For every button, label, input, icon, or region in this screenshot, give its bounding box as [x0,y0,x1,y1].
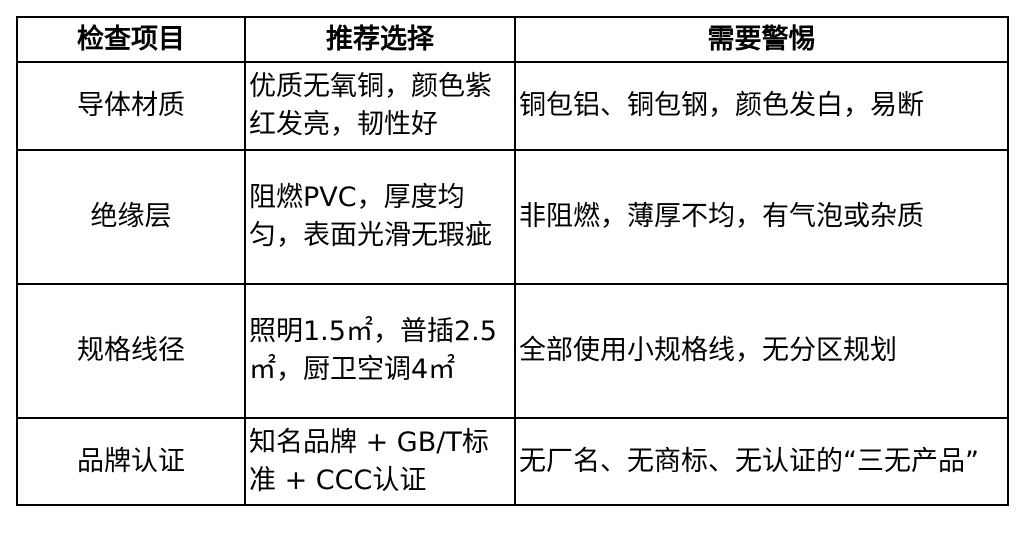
table-cell: 绝缘层 [16,149,246,285]
table-cell: 无厂名、无商标、无认证的“三无产品” [514,417,1009,506]
table-cell: 全部使用小规格线，无分区规划 [514,283,1009,419]
table-row: 品牌认证 知名品牌 + GB/T标准 + CCC认证 无厂名、无商标、无认证的“三无… [16,417,1009,506]
table-row: 规格线径 照明1.5㎡，普插2.5㎡，厨卫空调4㎡ 全部使用小规格线，无分区规划 [16,283,1009,419]
table-cell: 照明1.5㎡，普插2.5㎡，厨卫空调4㎡ [244,283,516,419]
comparison-table: 检查项目 推荐选择 需要警惕 导体材质 优质无氧铜，颜色紫红发亮，韧性好 铜包铝、铜… [16,16,1009,506]
table-cell: 非阻燃，薄厚不均，有气泡或杂质 [514,149,1009,285]
table-cell: 阻燃PVC，厚度均匀，表面光滑无瑕疵 [244,149,516,285]
header-cell: 检查项目 [16,16,246,63]
table-cell: 品牌认证 [16,417,246,506]
header-cell: 需要警惕 [514,16,1009,63]
table-header: 检查项目 推荐选择 需要警惕 [16,16,1009,63]
table-row: 绝缘层 阻燃PVC，厚度均匀，表面光滑无瑕疵 非阻燃，薄厚不均，有气泡或杂质 [16,149,1009,285]
table-cell: 优质无氧铜，颜色紫红发亮，韧性好 [244,61,516,151]
header-cell: 推荐选择 [244,16,516,63]
table-cell: 知名品牌 + GB/T标准 + CCC认证 [244,417,516,506]
header-row: 检查项目 推荐选择 需要警惕 [16,16,1009,63]
table-row: 导体材质 优质无氧铜，颜色紫红发亮，韧性好 铜包铝、铜包钢，颜色发白，易断 [16,61,1009,151]
table-body: 导体材质 优质无氧铜，颜色紫红发亮，韧性好 铜包铝、铜包钢，颜色发白，易断 绝缘层 阻燃… [16,61,1009,506]
table-cell: 导体材质 [16,61,246,151]
table-cell: 铜包铝、铜包钢，颜色发白，易断 [514,61,1009,151]
table-cell: 规格线径 [16,283,246,419]
